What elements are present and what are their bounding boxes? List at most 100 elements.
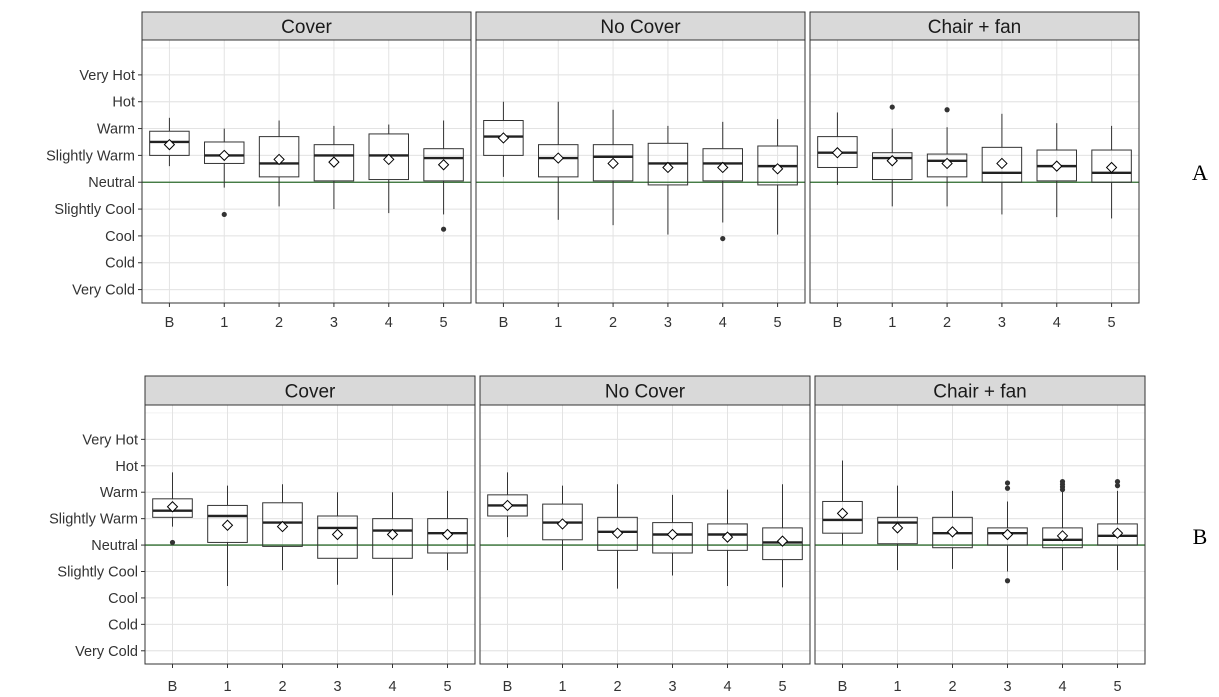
y-tick-label: Very Hot (79, 68, 135, 84)
box-4 (1042, 479, 1083, 571)
box-iqr (368, 133, 409, 181)
y-tick-label: Very Cold (72, 283, 135, 299)
box-5 (1097, 479, 1138, 571)
box-2 (932, 490, 973, 569)
mean-marker (717, 161, 729, 174)
box-B (483, 101, 524, 177)
x-tick-label: 2 (948, 679, 956, 695)
box-iqr (149, 130, 190, 156)
mean-marker (383, 153, 395, 166)
box-iqr (987, 527, 1028, 546)
panel-background (480, 405, 810, 664)
y-tick-label: Cold (105, 256, 135, 272)
strip-background (814, 375, 1146, 406)
y-tick-label: Very Hot (82, 432, 138, 448)
outlier-point (1059, 479, 1066, 485)
box-3 (987, 480, 1028, 584)
x-tick-label: B (168, 679, 178, 695)
facet-panel: Cover B 1 2 3 4 5 (141, 11, 472, 331)
y-tick-label: Slightly Warm (49, 512, 138, 528)
mean-marker (946, 526, 959, 538)
box-iqr (483, 120, 524, 156)
mean-marker (552, 152, 564, 164)
x-tick-label: 5 (1113, 679, 1121, 695)
x-tick-label: 3 (330, 315, 338, 331)
x-tick-label: 5 (443, 679, 451, 695)
box-iqr (707, 523, 748, 551)
x-tick-label: 2 (943, 315, 951, 331)
outlier-point (944, 107, 950, 113)
box-5 (757, 119, 798, 235)
box-iqr (423, 148, 464, 182)
outlier-point (720, 235, 726, 242)
y-tick-label: Slightly Cool (54, 202, 135, 218)
x-tick-label: 1 (558, 679, 566, 695)
mean-marker (1056, 530, 1069, 542)
y-tick-label: Very Cold (75, 644, 138, 660)
x-tick-label: 5 (440, 315, 448, 331)
box-iqr (372, 518, 413, 559)
box-4 (1036, 123, 1077, 218)
mean-marker (221, 519, 234, 531)
mean-marker (666, 528, 679, 541)
box-iqr (317, 515, 358, 559)
facet-panel: No Cover B 1 2 3 4 5 (479, 375, 811, 695)
strip-title: Cover (281, 17, 332, 38)
box-iqr (262, 502, 303, 547)
x-tick-label: 3 (668, 679, 676, 695)
box-iqr (258, 136, 300, 178)
facet-panel: Chair + fan B 1 2 3 4 5 (814, 375, 1146, 695)
outlier-point (1004, 485, 1011, 491)
x-tick-label: 4 (385, 315, 393, 331)
box-5 (427, 490, 468, 571)
x-tick-label: B (838, 679, 848, 695)
outlier-point (1004, 480, 1011, 486)
strip-background (479, 375, 811, 406)
mean-marker (886, 155, 898, 167)
outlier-point (1114, 479, 1121, 485)
y-tick-label: Hot (115, 459, 138, 475)
box-1 (204, 128, 245, 218)
mean-marker (163, 138, 176, 151)
x-tick-label: 4 (719, 315, 727, 331)
x-tick-label: B (499, 315, 509, 331)
strip-title: No Cover (600, 17, 681, 38)
box-iqr (1091, 149, 1132, 183)
panel-background (145, 405, 475, 664)
x-tick-label: 2 (609, 315, 617, 331)
box-3 (313, 125, 355, 210)
outlier-point (440, 226, 447, 232)
box-iqr (1097, 523, 1138, 546)
box-2 (262, 484, 303, 571)
outlier-point (169, 539, 176, 546)
row-label: B (1193, 524, 1208, 549)
x-tick-label: 5 (778, 679, 786, 695)
mean-marker (996, 157, 1008, 170)
box-3 (981, 113, 1023, 215)
box-4 (372, 492, 413, 596)
mean-marker (437, 159, 450, 171)
box-2 (258, 120, 300, 207)
x-tick-label: 3 (664, 315, 672, 331)
box-iqr (204, 141, 245, 164)
facet-panel: Cover B 1 2 3 4 5 (144, 375, 476, 695)
mean-marker (273, 153, 285, 166)
box-iqr (762, 527, 803, 561)
strip-title: Chair + fan (933, 382, 1026, 403)
x-tick-label: 1 (893, 679, 901, 695)
box-iqr (152, 498, 193, 518)
strip-background (144, 375, 476, 406)
box-3 (647, 125, 689, 235)
panel-background (476, 40, 805, 303)
mean-marker (166, 501, 179, 513)
mean-marker (441, 528, 454, 541)
box-B (822, 460, 863, 546)
box-1 (207, 485, 248, 587)
y-tick-label: Neutral (88, 175, 135, 191)
x-tick-label: 1 (554, 315, 562, 331)
box-2 (592, 109, 634, 226)
facet-panel: Chair + fan B 1 2 3 4 5 (809, 11, 1140, 331)
box-5 (762, 484, 803, 588)
x-tick-label: B (833, 315, 843, 331)
box-iqr (877, 516, 918, 545)
